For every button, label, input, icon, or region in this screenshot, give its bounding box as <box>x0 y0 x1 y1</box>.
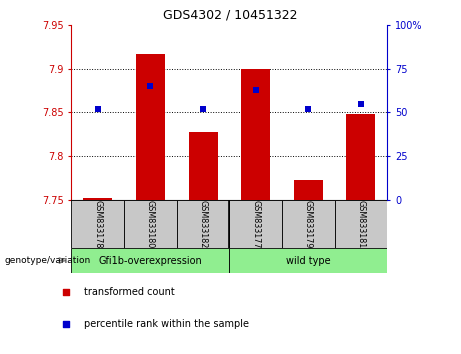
Text: GDS4302 / 10451322: GDS4302 / 10451322 <box>163 9 298 22</box>
Point <box>252 87 260 92</box>
Bar <box>294 180 323 200</box>
FancyBboxPatch shape <box>229 248 387 273</box>
Bar <box>83 198 112 200</box>
Point <box>357 101 365 107</box>
Point <box>147 83 154 89</box>
Text: GSM833178: GSM833178 <box>93 200 102 248</box>
FancyBboxPatch shape <box>282 200 335 248</box>
Point <box>305 106 312 112</box>
Text: Gfi1b-overexpression: Gfi1b-overexpression <box>99 256 202 266</box>
Bar <box>241 69 270 200</box>
FancyBboxPatch shape <box>335 200 387 248</box>
FancyBboxPatch shape <box>177 200 229 248</box>
Text: transformed count: transformed count <box>84 287 175 297</box>
Point <box>199 106 207 112</box>
FancyBboxPatch shape <box>71 248 229 273</box>
Text: GSM833179: GSM833179 <box>304 200 313 248</box>
Bar <box>189 132 218 200</box>
FancyBboxPatch shape <box>229 200 282 248</box>
FancyBboxPatch shape <box>71 200 124 248</box>
Point <box>62 321 69 327</box>
Text: GSM833182: GSM833182 <box>199 200 207 248</box>
Point <box>62 289 69 295</box>
Text: genotype/variation: genotype/variation <box>5 256 91 265</box>
Bar <box>136 54 165 200</box>
Text: GSM833177: GSM833177 <box>251 200 260 248</box>
Text: GSM833180: GSM833180 <box>146 200 155 248</box>
Point <box>94 106 101 112</box>
Text: wild type: wild type <box>286 256 331 266</box>
Bar <box>347 114 375 200</box>
Text: percentile rank within the sample: percentile rank within the sample <box>84 319 249 329</box>
Text: GSM833181: GSM833181 <box>356 200 366 248</box>
FancyBboxPatch shape <box>124 200 177 248</box>
